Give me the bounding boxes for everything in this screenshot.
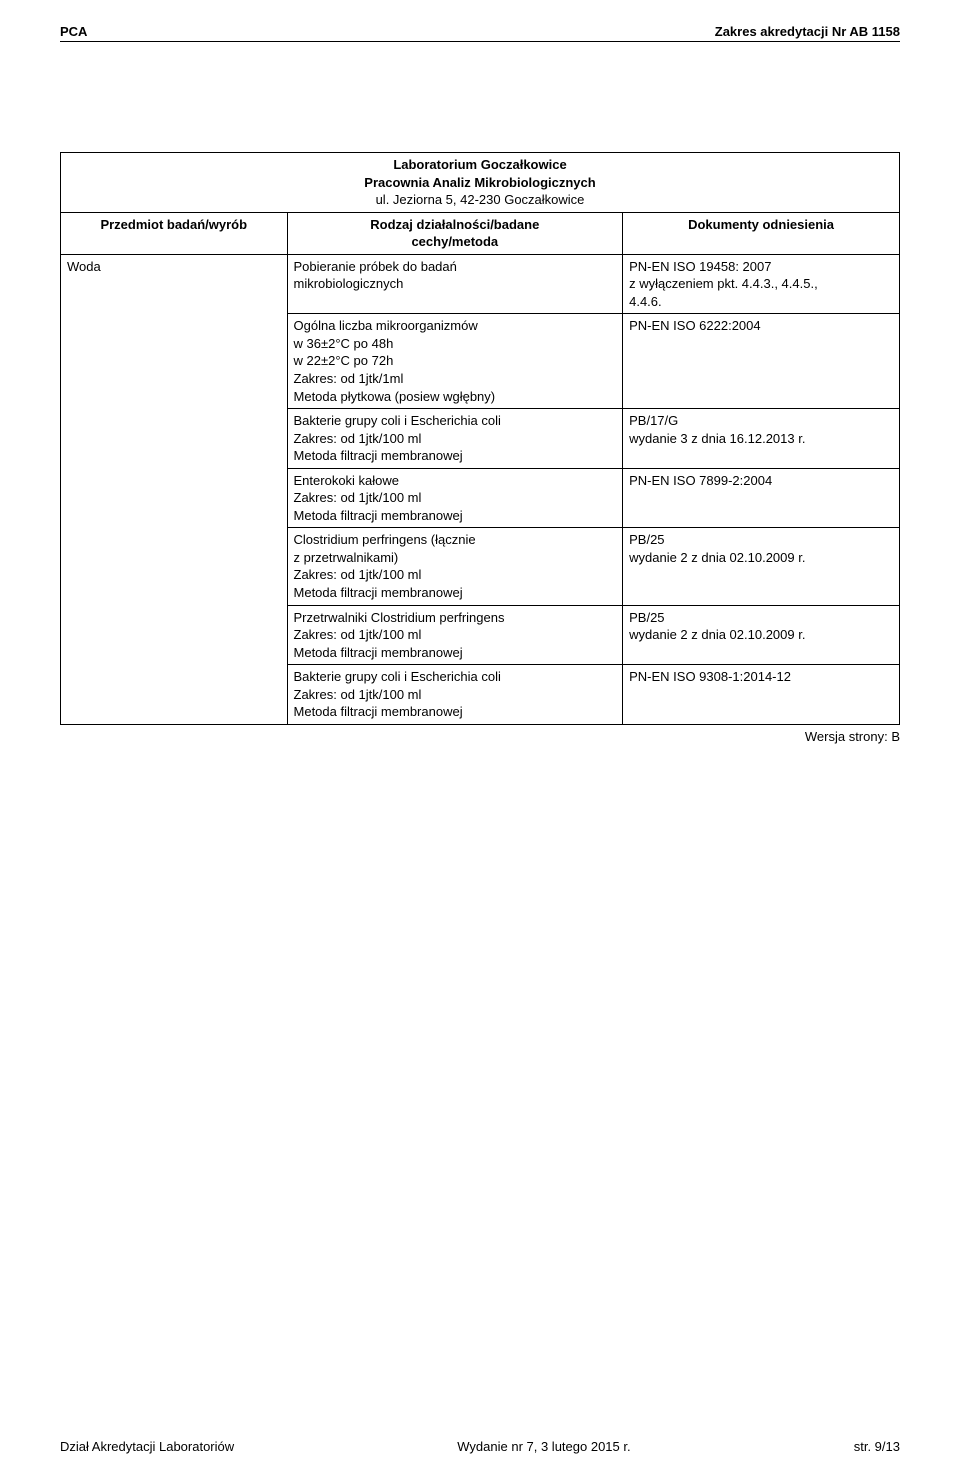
docs-cell: PN-EN ISO 6222:2004 [623,314,900,409]
page-footer: Dział Akredytacji Laboratoriów Wydanie n… [60,1439,900,1454]
lab-name-2: Pracownia Analiz Mikrobiologicznych [67,174,893,192]
method-cell: Bakterie grupy coli i Escherichia coliZa… [287,665,623,725]
col-head-2: Rodzaj działalności/badane cechy/metoda [287,212,623,254]
docs-cell: PN-EN ISO 7899-2:2004 [623,468,900,528]
col1-spacer [67,275,281,665]
column-header-row: Przedmiot badań/wyrób Rodzaj działalnośc… [61,212,900,254]
col-head-3: Dokumenty odniesienia [623,212,900,254]
header-right: Zakres akredytacji Nr AB 1158 [715,24,900,39]
col-head-2b: cechy/metoda [294,233,617,251]
lab-name-1: Laboratorium Goczałkowice [67,156,893,174]
footer-center: Wydanie nr 7, 3 lutego 2015 r. [457,1439,630,1454]
table-row: Woda Pobieranie próbek do badańmikrobiol… [61,254,900,314]
docs-cell: PN-EN ISO 19458: 2007 z wyłączeniem pkt.… [623,254,900,314]
accreditation-table: Laboratorium Goczałkowice Pracownia Anal… [60,152,900,725]
header-left: PCA [60,24,87,39]
material-label: Woda [67,259,101,274]
version-label: Wersja strony: B [60,729,900,744]
method-cell: Bakterie grupy coli i Escherichia coliZa… [287,409,623,469]
lab-title-row: Laboratorium Goczałkowice Pracownia Anal… [61,153,900,213]
page-header: PCA Zakres akredytacji Nr AB 1158 [60,24,900,42]
footer-left: Dział Akredytacji Laboratoriów [60,1439,234,1454]
docs-cell: PN-EN ISO 9308-1:2014-12 [623,665,900,725]
col-head-2a: Rodzaj działalności/badane [294,216,617,234]
docs-cell: PB/17/Gwydanie 3 z dnia 16.12.2013 r. [623,409,900,469]
docs-cell: PB/25wydanie 2 z dnia 02.10.2009 r. [623,605,900,665]
lab-address: ul. Jeziorna 5, 42-230 Goczałkowice [67,191,893,209]
material-cell: Woda [61,254,288,724]
method-cell: Enterokoki kałoweZakres: od 1jtk/100 mlM… [287,468,623,528]
footer-right: str. 9/13 [854,1439,900,1454]
method-cell: Ogólna liczba mikroorganizmóww 36±2°C po… [287,314,623,409]
method-cell: Pobieranie próbek do badańmikrobiologicz… [287,254,623,314]
col-head-1: Przedmiot badań/wyrób [61,212,288,254]
page: PCA Zakres akredytacji Nr AB 1158 Labora… [0,0,960,1482]
lab-title-cell: Laboratorium Goczałkowice Pracownia Anal… [61,153,900,213]
method-cell: Clostridium perfringens (łączniez przetr… [287,528,623,605]
docs-cell: PB/25wydanie 2 z dnia 02.10.2009 r. [623,528,900,605]
method-cell: Przetrwalniki Clostridium perfringensZak… [287,605,623,665]
